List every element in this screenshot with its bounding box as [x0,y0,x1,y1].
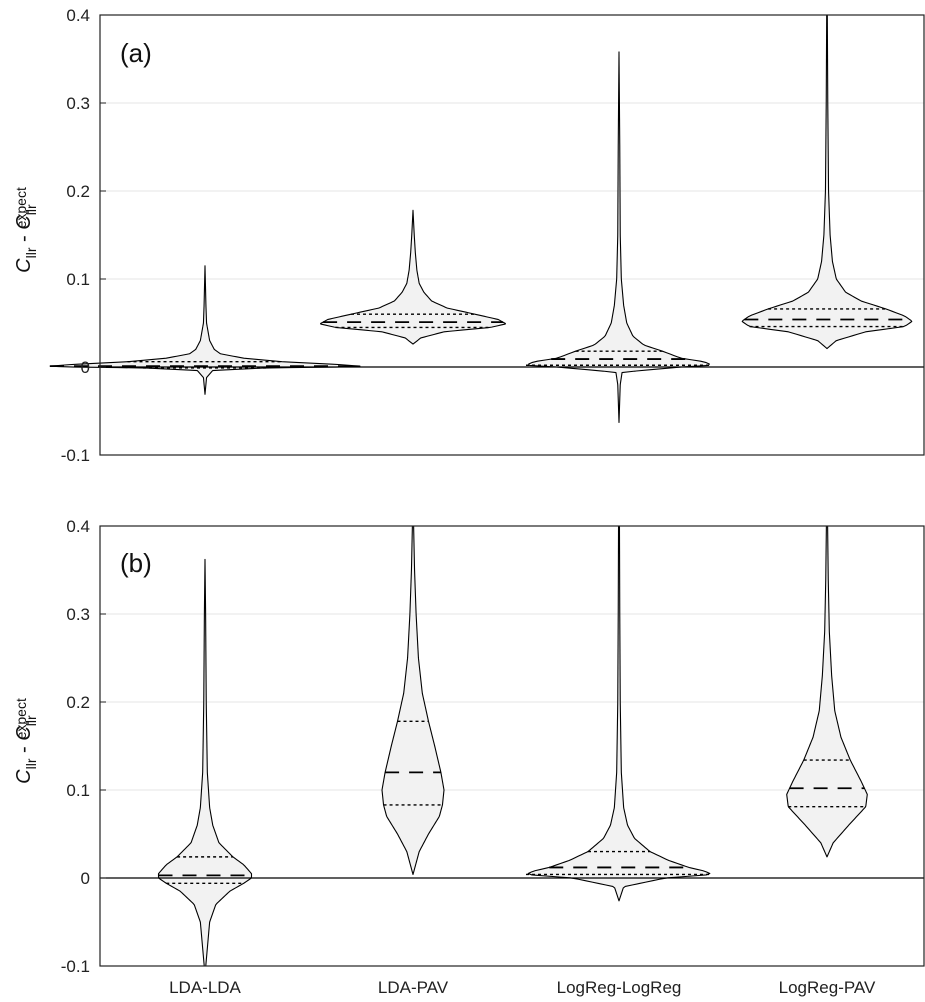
violin-logreg-pav [741,14,913,350]
panel-label: (b) [120,548,152,578]
ytick-label: 0.2 [66,182,90,201]
panel-a: -0.100.10.20.30.4(a)Cllr - Cllrexpect [13,6,925,465]
y-axis-label-part: - [13,230,35,248]
ytick-label: 0.3 [66,94,90,113]
ytick-label: 0.2 [66,693,90,712]
axes-box [99,14,925,456]
ytick-label: 0.4 [66,517,90,536]
y-axis-label-part: llr [23,204,39,215]
violin-lda-pav [381,525,445,876]
axes-box [99,525,925,967]
y-axis-label-part: expect [13,698,29,739]
violin-logreg-logreg [528,51,710,423]
xtick-label: LogReg-PAV [779,978,876,997]
y-axis-label-part: C [13,258,35,273]
violin-lda-lda [49,265,361,395]
y-axis-label-part: C [13,769,35,784]
y-axis-label-part: llr [23,715,39,726]
panel-b: -0.100.10.20.30.4(b)Cllr - Cllrexpect [13,517,925,976]
violin-lda-lda [157,558,253,967]
xtick-label: LDA-PAV [378,978,449,997]
ytick-label: 0.4 [66,6,90,25]
ytick-label: 0.1 [66,781,90,800]
ytick-label: 0.3 [66,605,90,624]
ytick-label: -0.1 [61,957,90,976]
panel-label: (a) [120,38,152,68]
ytick-label: 0 [81,358,90,377]
violin-lda-pav [320,209,506,345]
y-axis-label-part: - [13,741,35,759]
y-axis-label-part: llr [23,758,39,769]
y-axis-label-part: expect [13,187,29,228]
xtick-label: LDA-LDA [169,978,241,997]
y-axis-label-part: llr [23,247,39,258]
violin-logreg-logreg [527,525,711,902]
ytick-label: -0.1 [61,446,90,465]
y-axis-label-part: C [13,215,35,230]
y-axis-label: Cllr - Cllrexpect [13,698,39,784]
y-axis-label: Cllr - Cllrexpect [13,187,39,273]
xtick-label: LogReg-LogReg [557,978,682,997]
ytick-label: 0 [81,869,90,888]
y-axis-label-part: C [13,726,35,741]
ytick-label: 0.1 [66,270,90,289]
